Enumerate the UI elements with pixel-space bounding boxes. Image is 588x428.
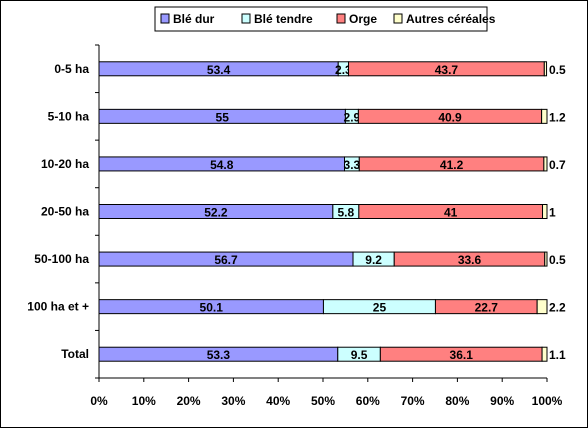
data-label: 55	[216, 110, 230, 124]
category-label: 50-100 ha	[34, 252, 89, 266]
x-tick-label: 30%	[221, 394, 245, 408]
x-tick-label: 70%	[401, 394, 425, 408]
x-tick-label: 0%	[90, 394, 108, 408]
category-label: 0-5 ha	[54, 62, 89, 76]
data-label: 40.9	[438, 110, 462, 124]
data-label: 25	[373, 301, 387, 315]
data-label: 41.2	[440, 158, 464, 172]
data-label: 56.7	[214, 253, 238, 267]
data-label: 43.7	[435, 63, 459, 77]
data-label: 9.2	[365, 253, 382, 267]
x-tick-label: 80%	[445, 394, 469, 408]
legend-swatch	[336, 13, 346, 24]
data-label: 2.2	[549, 301, 566, 315]
bar-segment	[543, 61, 548, 77]
legend-swatch	[241, 13, 251, 24]
x-tick-label: 90%	[490, 394, 514, 408]
x-tick-label: 60%	[356, 394, 380, 408]
data-label: 36.1	[450, 348, 474, 362]
bar-segment	[541, 346, 548, 362]
bar-segment	[541, 108, 548, 124]
bar-segment	[544, 251, 548, 267]
data-label: 1.2	[549, 110, 566, 124]
bar-segment	[542, 204, 548, 219]
x-tick-label: 20%	[177, 394, 201, 408]
data-label: 54.8	[210, 158, 234, 172]
x-tick-label: 40%	[266, 394, 290, 408]
data-label: 22.7	[475, 301, 499, 315]
legend-swatch	[393, 13, 403, 24]
data-label: 53.4	[207, 63, 231, 77]
category-label: 20-50 ha	[41, 205, 89, 219]
data-label: 52.2	[204, 206, 228, 220]
x-tick-label: 50%	[311, 394, 335, 408]
data-label: 0.5	[549, 63, 566, 77]
category-label: 5-10 ha	[48, 109, 90, 123]
data-label: 33.6	[458, 253, 482, 267]
data-label: 50.1	[200, 301, 224, 315]
data-label: 1	[549, 206, 556, 220]
legend-label: Orge	[349, 12, 377, 26]
bar-segment	[543, 156, 548, 172]
category-label: 10-20 ha	[41, 157, 89, 171]
legend-label: Autres céréales	[406, 12, 496, 26]
legend-label: Blé dur	[173, 12, 215, 26]
data-label: 53.3	[207, 348, 231, 362]
legend-label: Blé tendre	[254, 12, 313, 26]
data-label: 0.7	[549, 158, 566, 172]
legend-box	[154, 6, 488, 32]
data-label: 2.9	[344, 110, 361, 124]
category-label: 100 ha et +	[27, 300, 89, 314]
bar-segment	[536, 299, 548, 315]
legend-swatch	[160, 13, 170, 24]
x-tick-label: 10%	[132, 394, 156, 408]
data-label: 2.3	[335, 63, 352, 77]
data-label: 0.5	[549, 253, 566, 267]
x-tick-label: 100%	[532, 394, 563, 408]
data-label: 9.5	[351, 348, 368, 362]
data-label: 1.1	[549, 348, 566, 362]
data-label: 3.3	[344, 158, 361, 172]
category-label: Total	[61, 347, 89, 361]
data-label: 41	[444, 206, 458, 220]
data-label: 5.8	[338, 206, 355, 220]
